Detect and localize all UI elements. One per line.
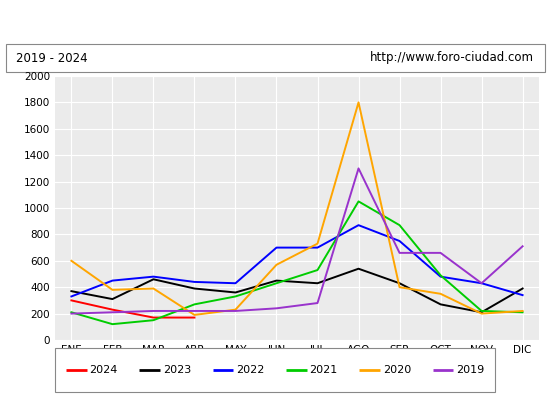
Text: Evolucion Nº Turistas Nacionales en el municipio de Diego del Carpio: Evolucion Nº Turistas Nacionales en el m… — [16, 16, 534, 28]
Text: 2023: 2023 — [163, 365, 191, 375]
Text: http://www.foro-ciudad.com: http://www.foro-ciudad.com — [370, 52, 534, 64]
Text: 2019: 2019 — [456, 365, 485, 375]
Text: 2022: 2022 — [236, 365, 265, 375]
Text: 2024: 2024 — [90, 365, 118, 375]
FancyBboxPatch shape — [6, 44, 544, 72]
Text: 2021: 2021 — [310, 365, 338, 375]
FancyBboxPatch shape — [55, 348, 495, 392]
Text: 2019 - 2024: 2019 - 2024 — [16, 52, 88, 64]
Text: 2020: 2020 — [383, 365, 411, 375]
